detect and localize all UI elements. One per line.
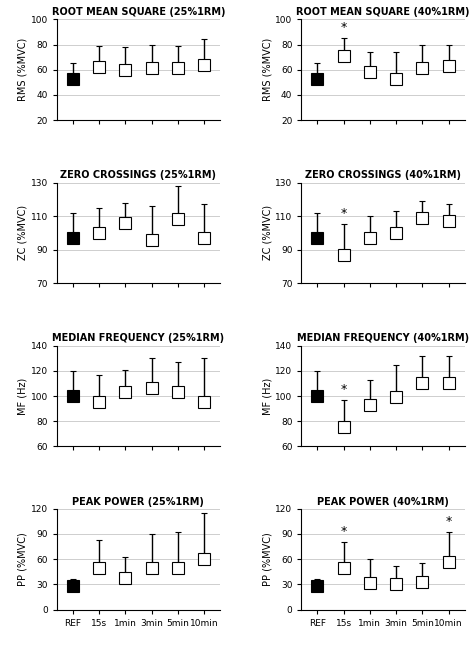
Title: ROOT MEAN SQUARE (25%1RM): ROOT MEAN SQUARE (25%1RM): [52, 7, 225, 17]
Text: *: *: [340, 208, 346, 221]
Y-axis label: MF (Hz): MF (Hz): [18, 377, 28, 415]
Y-axis label: MF (Hz): MF (Hz): [263, 377, 273, 415]
Title: ZERO CROSSINGS (40%1RM): ZERO CROSSINGS (40%1RM): [305, 170, 461, 181]
Y-axis label: ZC (%MVC): ZC (%MVC): [18, 205, 28, 261]
Text: *: *: [340, 21, 346, 34]
Y-axis label: PP (%MVC): PP (%MVC): [18, 532, 28, 586]
Title: ROOT MEAN SQUARE (40%1RM): ROOT MEAN SQUARE (40%1RM): [296, 7, 470, 17]
Title: MEDIAN FREQUENCY (25%1RM): MEDIAN FREQUENCY (25%1RM): [52, 333, 225, 344]
Title: PEAK POWER (25%1RM): PEAK POWER (25%1RM): [73, 497, 204, 506]
Text: *: *: [446, 515, 452, 528]
Text: *: *: [340, 382, 346, 396]
Y-axis label: RMS (%MVC): RMS (%MVC): [263, 38, 273, 101]
Y-axis label: PP (%MVC): PP (%MVC): [263, 532, 273, 586]
Title: PEAK POWER (40%1RM): PEAK POWER (40%1RM): [317, 497, 449, 506]
Title: MEDIAN FREQUENCY (40%1RM): MEDIAN FREQUENCY (40%1RM): [297, 333, 469, 344]
Text: *: *: [340, 526, 346, 539]
Title: ZERO CROSSINGS (25%1RM): ZERO CROSSINGS (25%1RM): [60, 170, 217, 181]
Y-axis label: RMS (%MVC): RMS (%MVC): [18, 38, 28, 101]
Y-axis label: ZC (%MVC): ZC (%MVC): [263, 205, 273, 261]
